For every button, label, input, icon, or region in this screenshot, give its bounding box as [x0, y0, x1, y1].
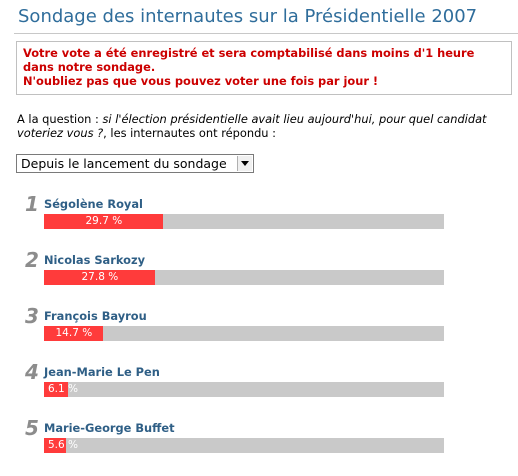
result-bar-fill — [44, 326, 103, 341]
result-percent: 14.7 % — [55, 327, 93, 339]
result-percent: 5.6 % — [48, 439, 79, 451]
notice-line-1b: dans notre sondage. — [23, 60, 156, 74]
result-row: 5 Marie-George Buffet 5.6 % — [0, 417, 518, 473]
result-bar-track: 14.7 % — [44, 326, 444, 341]
result-bar-track: 6.1 % — [44, 382, 444, 397]
question-suffix: , les internautes ont répondu : — [103, 126, 276, 140]
result-row: 1 Ségolène Royal 29.7 % — [0, 193, 518, 249]
result-percent: 27.8 % — [81, 271, 119, 283]
result-row: 2 Nicolas Sarkozy 27.8 % — [0, 249, 518, 305]
candidate-name: François Bayrou — [44, 309, 147, 323]
result-row: 4 Jean-Marie Le Pen 6.1 % — [0, 361, 518, 417]
result-bar-fill — [44, 214, 163, 229]
poll-question: A la question : si l'élection présidenti… — [17, 112, 515, 140]
title-divider — [14, 33, 518, 34]
vote-confirmation-notice: Votre vote a été enregistré et sera comp… — [16, 41, 512, 95]
result-bar-fill — [44, 438, 66, 453]
candidate-name: Nicolas Sarkozy — [44, 253, 146, 267]
result-bar-track: 5.6 % — [44, 438, 444, 453]
candidate-name: Jean-Marie Le Pen — [44, 365, 160, 379]
period-select[interactable]: Depuis le lancement du sondage — [16, 154, 254, 173]
result-bar-fill — [44, 382, 68, 397]
result-percent: 29.7 % — [85, 215, 123, 227]
result-bar-track: 27.8 % — [44, 270, 444, 285]
question-text: si l'élection présidentielle avait lieu … — [17, 112, 487, 140]
notice-line-1: Votre vote a été enregistré et sera comp… — [23, 46, 475, 60]
result-rank: 4 — [25, 360, 39, 384]
chevron-down-icon[interactable] — [237, 156, 252, 171]
result-rank: 3 — [25, 304, 39, 328]
question-prefix: A la question : — [17, 112, 103, 126]
candidate-name: Ségolène Royal — [44, 197, 143, 211]
result-bar-track: 29.7 % — [44, 214, 444, 229]
result-rank: 1 — [25, 192, 39, 216]
page-title: Sondage des internautes sur la Président… — [18, 6, 478, 27]
result-rank: 2 — [25, 248, 39, 272]
result-bar-fill — [44, 270, 155, 285]
result-row: 3 François Bayrou 14.7 % — [0, 305, 518, 361]
result-rank: 5 — [25, 416, 39, 440]
candidate-name: Marie-George Buffet — [44, 421, 175, 435]
result-percent: 6.1 % — [48, 383, 79, 395]
notice-line-2: N'oubliez pas que vous pouvez voter une … — [23, 74, 379, 88]
period-select-value: Depuis le lancement du sondage — [21, 156, 227, 171]
